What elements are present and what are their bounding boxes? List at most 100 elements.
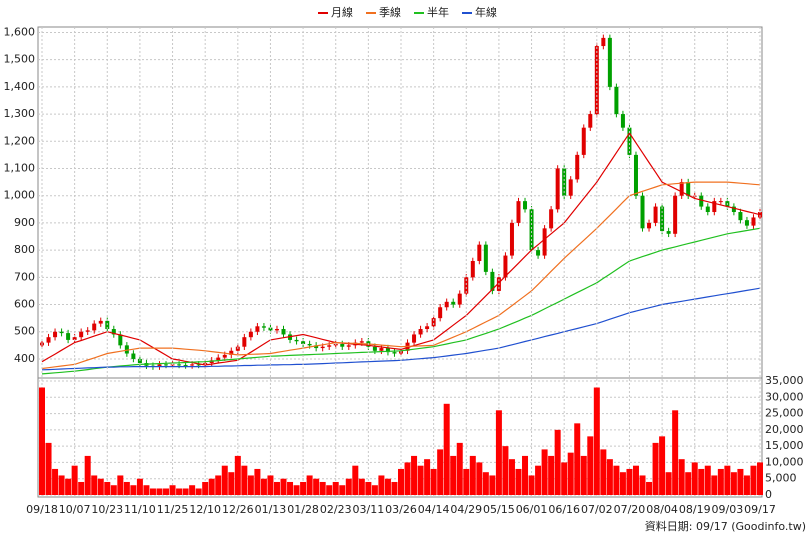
volume-bar: [508, 459, 515, 495]
volume-bar: [332, 481, 339, 495]
y-tick-label: 1,100: [4, 161, 36, 174]
volume-bar: [672, 410, 679, 495]
volume-bar: [176, 488, 183, 495]
x-tick-label: 08/19: [679, 503, 711, 516]
y-tick-label: 800: [14, 243, 35, 256]
volume-bar: [567, 452, 574, 495]
volume-bar: [632, 465, 639, 495]
volume-bar: [202, 481, 209, 495]
volume-bar: [149, 488, 156, 495]
candle-body: [503, 255, 508, 278]
volume-bar: [384, 478, 391, 495]
x-tick-label: 04/14: [418, 503, 450, 516]
y-tick-label: 1,000: [4, 189, 36, 202]
volume-bar: [156, 488, 163, 495]
x-tick-label: 09/03: [712, 503, 744, 516]
candle-body: [516, 201, 521, 223]
candle-body: [412, 334, 417, 343]
candle-body: [157, 364, 162, 367]
volume-bar: [104, 481, 111, 495]
x-tick-label: 06/16: [548, 503, 580, 516]
x-tick-label: 11/25: [157, 503, 189, 516]
x-tick-label: 11/10: [124, 503, 156, 516]
candle-body: [568, 179, 573, 196]
candle-body: [490, 271, 495, 291]
volume-bar: [652, 442, 659, 495]
volume-bar: [215, 475, 222, 495]
candle-body: [372, 346, 377, 351]
volume-bar: [495, 410, 502, 495]
candle-body: [118, 334, 123, 346]
volume-bar: [639, 475, 646, 495]
candle-body: [92, 323, 97, 331]
volume-bar: [587, 436, 594, 495]
volume-bar: [71, 465, 78, 495]
candle-body: [581, 127, 586, 155]
legend-label: 年線: [475, 5, 497, 19]
candle-body: [555, 168, 560, 210]
volume-bar: [319, 481, 326, 495]
footer: 資料日期: 09/17 (Goodinfo.tw): [645, 519, 806, 533]
volume-bar: [378, 475, 385, 495]
y-tick-label: 900: [14, 216, 35, 229]
volume-bar: [750, 465, 757, 495]
candle-body: [457, 293, 462, 305]
candle-body: [705, 206, 710, 213]
candle-body: [666, 231, 671, 234]
volume-bar: [300, 481, 307, 495]
x-tick-label: 04/29: [450, 503, 482, 516]
candle-body: [274, 329, 279, 331]
volume-bar: [606, 459, 613, 495]
volume-bar: [443, 403, 450, 495]
volume-bar: [476, 462, 483, 495]
volume-bar: [430, 468, 437, 495]
volume-bar: [189, 485, 196, 495]
volume-bar: [371, 485, 378, 495]
x-tick-label: 12/10: [189, 503, 221, 516]
volume-bar: [580, 455, 587, 495]
volume-bar: [352, 465, 359, 495]
volume-bar: [91, 475, 98, 495]
candle-body: [177, 364, 182, 366]
candle-body: [183, 364, 188, 366]
candle-body: [98, 320, 103, 324]
y-tick-label: 10,000: [765, 455, 804, 468]
moving-average-line: [41, 181, 761, 370]
candle-body: [549, 209, 554, 229]
volume-bar: [613, 465, 620, 495]
y-tick-label: 5,000: [765, 472, 797, 485]
candle-body: [261, 326, 266, 328]
volume-bar: [685, 472, 692, 495]
volume-bar: [404, 462, 411, 495]
volume-bar: [39, 387, 45, 495]
candle-body: [222, 354, 227, 358]
candle-body: [607, 37, 612, 87]
x-tick-label: 08/04: [646, 503, 678, 516]
volume-bar: [143, 485, 150, 495]
volume-bar: [737, 468, 744, 495]
candle-body: [640, 195, 645, 229]
volume-bar: [717, 468, 724, 495]
candle-body: [294, 339, 299, 342]
candle-body: [425, 326, 430, 330]
candle-body: [470, 261, 475, 278]
x-tick-label: 03/11: [353, 503, 385, 516]
volume-bar: [600, 449, 607, 495]
candle-body: [601, 37, 606, 47]
volume-bar: [489, 475, 496, 495]
y-tick-label: 1,500: [4, 53, 36, 66]
volume-bar: [574, 423, 581, 495]
candle-body: [451, 301, 456, 305]
volume-bar: [117, 475, 124, 495]
candle-body: [124, 345, 129, 354]
volume-bar: [339, 485, 346, 495]
volume-bar: [698, 468, 705, 495]
volume-bar: [437, 449, 444, 495]
candle-body: [718, 201, 723, 203]
candle-body: [255, 326, 260, 332]
y-tick-label: 25,000: [765, 407, 804, 420]
volume-bar: [52, 468, 59, 495]
volume-bar: [593, 387, 600, 495]
candle-body: [314, 345, 319, 349]
volume-bar: [234, 455, 241, 495]
